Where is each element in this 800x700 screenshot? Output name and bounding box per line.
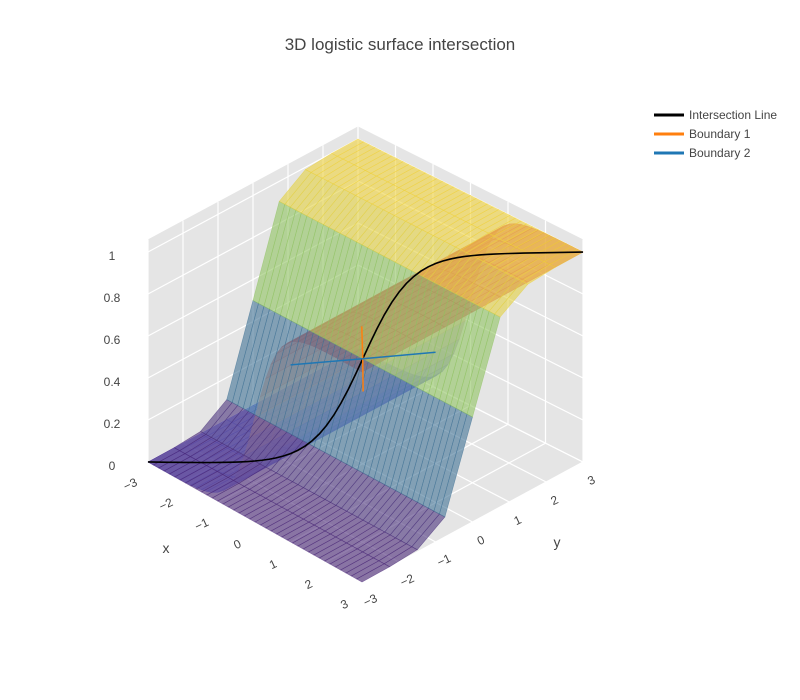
- z-tick-label: 0.4: [104, 375, 121, 389]
- legend-label: Intersection Line: [689, 108, 777, 122]
- y-tick-label: 2: [548, 492, 560, 508]
- x-tick-label: −2: [157, 495, 176, 514]
- z-tick-label: 0.6: [104, 333, 121, 347]
- z-tick-label: 0.8: [104, 291, 121, 305]
- z-tick-label: 0.2: [104, 417, 121, 431]
- x-tick-label: 3: [338, 596, 350, 612]
- x-tick-label: 1: [267, 556, 279, 572]
- x-tick-label: −1: [192, 515, 211, 534]
- legend-item-intersection-line[interactable]: Intersection Line: [654, 108, 777, 122]
- z-tick-label: 0: [109, 459, 116, 473]
- series-line-boundary-2: [290, 351, 436, 366]
- y-axis-title: y: [554, 534, 561, 550]
- legend-label: Boundary 1: [689, 127, 751, 141]
- x-tick-label: 0: [231, 536, 243, 552]
- y-tick-label: −2: [398, 571, 417, 590]
- y-tick-label: 3: [585, 472, 597, 488]
- x-tick-label: 2: [303, 576, 315, 592]
- gridline: [361, 461, 584, 583]
- z-tick-label: 1: [109, 249, 116, 263]
- legend-item-boundary-1[interactable]: Boundary 1: [654, 127, 751, 141]
- legend[interactable]: Intersection Line Boundary 1 Boundary 2: [654, 108, 777, 160]
- y-tick-label: 0: [475, 532, 487, 548]
- x-tick-label: −3: [121, 475, 140, 494]
- y-tick-label: −3: [361, 591, 380, 610]
- y-tick-label: 1: [512, 512, 524, 528]
- legend-label: Boundary 2: [689, 146, 751, 160]
- y-tick-label: −1: [435, 551, 454, 570]
- x-axis-title: x: [163, 540, 170, 556]
- chart-title: 3D logistic surface intersection: [285, 35, 516, 54]
- legend-item-boundary-2[interactable]: Boundary 2: [654, 146, 751, 160]
- series-lines: [147, 251, 584, 464]
